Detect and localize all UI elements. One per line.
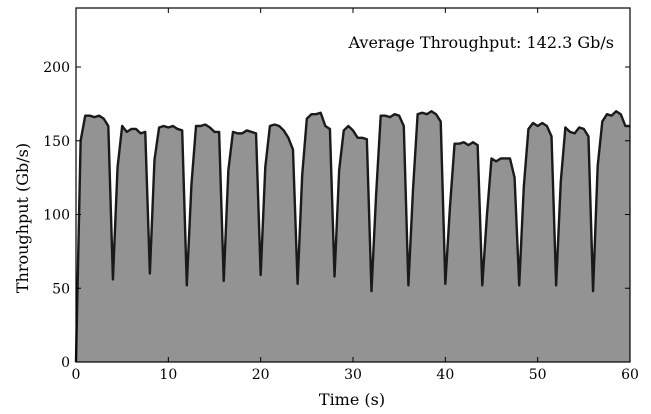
y-tick-label: 200 <box>43 60 70 76</box>
y-axis-title: Throughput (Gb/s) <box>13 143 32 293</box>
x-tick-label: 40 <box>436 367 454 383</box>
x-tick-label: 20 <box>252 367 270 383</box>
plot-layer <box>74 110 630 363</box>
average-throughput-annotation: Average Throughput: 142.3 Gb/s <box>348 33 614 52</box>
y-tick-label: 50 <box>52 281 70 297</box>
throughput-area <box>76 111 630 362</box>
x-tick-label: 50 <box>529 367 547 383</box>
y-tick-label: 150 <box>43 134 70 150</box>
x-tick-label: 30 <box>344 367 362 383</box>
axis-layer: 0 10 20 30 40 50 60 0 50 100 150 200 <box>43 7 639 383</box>
y-tick-label: 100 <box>43 208 70 224</box>
x-tick-label: 10 <box>159 367 177 383</box>
throughput-line <box>74 110 630 363</box>
y-tick-label: 0 <box>61 355 70 371</box>
x-tick-label: 0 <box>72 367 81 383</box>
x-tick-label: 60 <box>621 367 639 383</box>
x-axis-title: Time (s) <box>319 390 385 409</box>
